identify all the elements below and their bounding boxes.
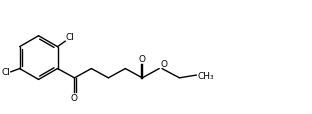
Text: Cl: Cl — [66, 32, 75, 41]
Text: O: O — [71, 93, 78, 102]
Text: O: O — [139, 54, 146, 63]
Text: O: O — [160, 60, 167, 68]
Text: Cl: Cl — [2, 68, 10, 77]
Text: CH₃: CH₃ — [197, 71, 214, 80]
